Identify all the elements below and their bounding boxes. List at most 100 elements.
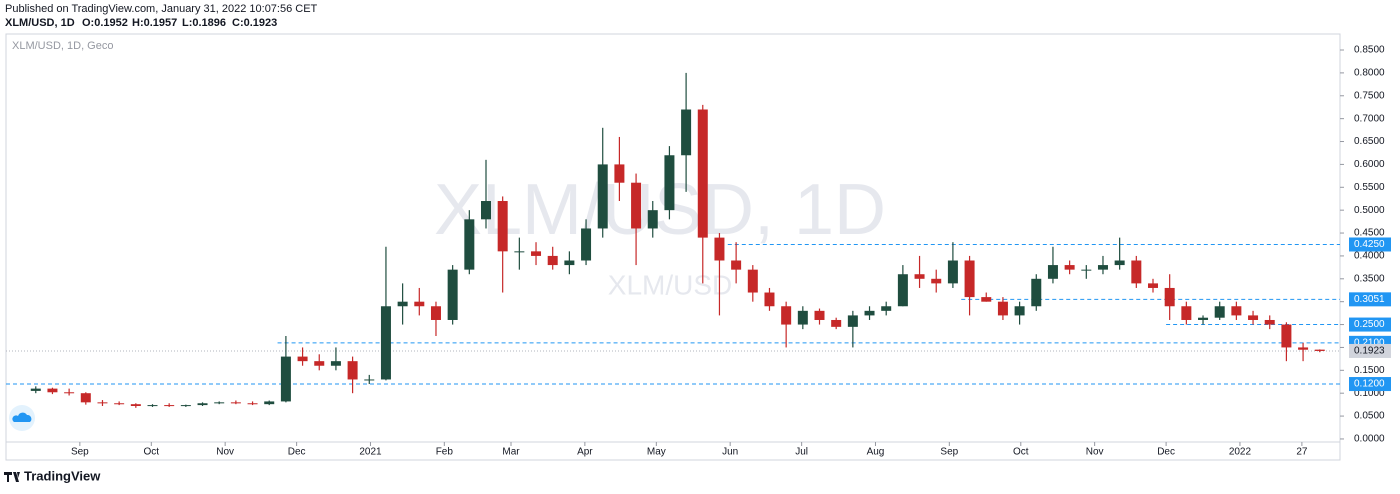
- level-tag: [1349, 317, 1391, 332]
- x-tick-label: Jul: [795, 447, 808, 458]
- candle-body: [514, 251, 525, 253]
- candle-body: [1181, 306, 1192, 320]
- candle-body: [147, 405, 158, 407]
- candle-body: [114, 403, 125, 405]
- y-tick-label: 0.0000: [1354, 434, 1385, 445]
- candle-body: [1198, 317, 1209, 320]
- level-label: 0.3051: [1354, 294, 1385, 305]
- candle-body: [230, 402, 241, 404]
- x-tick-label: 27: [1296, 447, 1308, 458]
- candle-body: [330, 361, 341, 366]
- watermark: XLM/USD, 1D: [434, 170, 886, 250]
- candle-body: [1064, 265, 1075, 270]
- candle-body: [1298, 347, 1309, 350]
- candle-body: [681, 109, 692, 156]
- y-tick-label: 0.4000: [1354, 251, 1385, 262]
- level-label: 0.2500: [1354, 319, 1385, 330]
- candle-body: [731, 260, 742, 270]
- candle-body: [597, 164, 608, 229]
- candle-body: [364, 379, 375, 381]
- y-tick-label: 0.3500: [1354, 273, 1385, 284]
- candle-body: [414, 301, 425, 307]
- candle-body: [781, 306, 792, 325]
- level-tag: [1349, 237, 1391, 252]
- ohlc-value: L:0.1896: [182, 17, 226, 29]
- level-tag: [1349, 377, 1391, 392]
- x-tick-label: Oct: [1013, 447, 1029, 458]
- y-tick-label: 0.5500: [1354, 182, 1385, 193]
- candle-body: [864, 310, 875, 316]
- candle-body: [897, 274, 908, 307]
- y-tick-label: 0.7500: [1354, 90, 1385, 101]
- candle-body: [64, 392, 75, 394]
- level-label: 0.4250: [1354, 239, 1385, 250]
- candle-body: [747, 269, 758, 293]
- symbol: XLM/USD, 1D: [5, 17, 75, 29]
- candle-body: [1148, 283, 1159, 288]
- candle-body: [164, 405, 175, 407]
- x-tick-label: Sep: [71, 447, 89, 458]
- x-tick-label: Apr: [577, 447, 593, 458]
- candle-body: [1097, 265, 1108, 270]
- y-tick-label: 0.8500: [1354, 45, 1385, 56]
- candle-body: [964, 260, 975, 298]
- y-tick-label: 0.8000: [1354, 68, 1385, 79]
- candle-body: [931, 278, 942, 284]
- candle-body: [1014, 306, 1025, 316]
- ohlc-value: C:0.1923: [232, 17, 277, 29]
- candle-body: [697, 109, 708, 238]
- ohlc-value: H:0.1957: [132, 17, 177, 29]
- candle-body: [1131, 260, 1142, 284]
- candle-body: [1214, 306, 1225, 318]
- watermark-small: XLM/USD: [608, 269, 732, 300]
- x-tick-label: 2022: [1229, 447, 1252, 458]
- x-tick-label: Mar: [502, 447, 520, 458]
- candle-body: [1264, 319, 1275, 325]
- candle-body: [297, 356, 308, 362]
- candle-body: [1114, 260, 1125, 266]
- candle-body: [997, 301, 1008, 316]
- candle-body: [531, 251, 542, 256]
- candle-body: [914, 274, 925, 279]
- candle-body: [280, 356, 291, 402]
- x-tick-label: Dec: [288, 447, 306, 458]
- level-label: 0.2100: [1354, 338, 1385, 349]
- level-tag: [1349, 292, 1391, 307]
- candle-body: [1314, 349, 1325, 351]
- candle-body: [614, 164, 625, 183]
- y-tick-label: 0.1000: [1354, 388, 1385, 399]
- candle-body: [764, 292, 775, 307]
- level-label: 0.1200: [1354, 379, 1385, 390]
- candle-body: [581, 228, 592, 261]
- candle-body: [97, 402, 108, 404]
- y-tick-label: 0.7000: [1354, 113, 1385, 124]
- candle-body: [981, 297, 992, 302]
- candle-body: [314, 361, 325, 366]
- candle-body: [447, 269, 458, 320]
- candle-body: [214, 402, 225, 404]
- candle-body: [80, 393, 91, 403]
- ohlc-legend: O:0.1952 H:0.1957 L:0.1896 C:0.1923: [82, 17, 277, 29]
- candle-body: [1031, 278, 1042, 307]
- candle-body: [1248, 315, 1259, 320]
- candle-body: [380, 306, 391, 380]
- x-tick-label: Oct: [144, 447, 160, 458]
- y-tick-label: 0.5000: [1354, 205, 1385, 216]
- candle-body: [797, 310, 808, 325]
- footer-brand: TradingView: [24, 468, 101, 483]
- last-price-label: 0.1923: [1354, 346, 1385, 357]
- candle-body: [247, 403, 258, 405]
- x-tick-label: 2021: [359, 447, 382, 458]
- plot-frame: [5, 33, 1341, 461]
- candle-body: [430, 306, 441, 320]
- candle-body: [1081, 269, 1092, 271]
- candle-body: [547, 255, 558, 266]
- published: Published on TradingView.com, January 31…: [5, 3, 318, 15]
- candle-body: [947, 260, 958, 284]
- candle-body: [180, 405, 191, 407]
- x-tick-label: Jun: [722, 447, 738, 458]
- y-tick-label: 0.6500: [1354, 136, 1385, 147]
- candle-body: [130, 404, 141, 407]
- x-tick-label: Aug: [867, 447, 885, 458]
